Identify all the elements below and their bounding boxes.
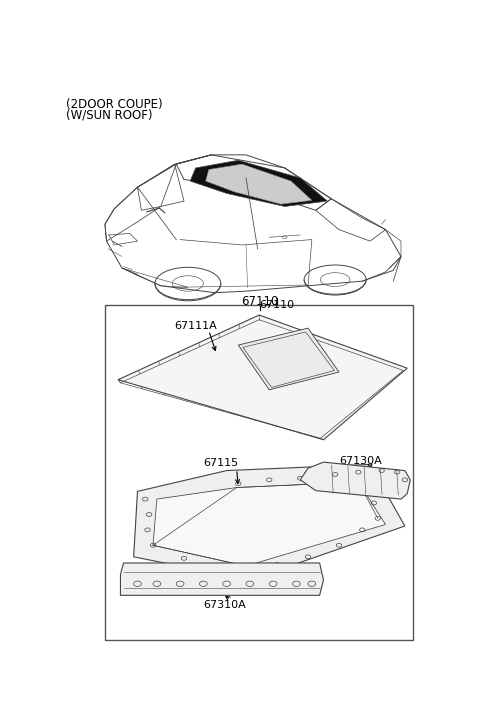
Polygon shape bbox=[238, 328, 339, 390]
Polygon shape bbox=[120, 563, 324, 595]
Text: (W/SUN ROOF): (W/SUN ROOF) bbox=[66, 109, 153, 122]
Polygon shape bbox=[190, 160, 327, 206]
Polygon shape bbox=[118, 315, 407, 440]
Text: (2DOOR COUPE): (2DOOR COUPE) bbox=[66, 98, 163, 111]
Text: 67115: 67115 bbox=[204, 458, 239, 468]
Polygon shape bbox=[300, 462, 410, 499]
Text: 67130A: 67130A bbox=[339, 457, 382, 466]
Text: 67110: 67110 bbox=[241, 295, 278, 308]
Polygon shape bbox=[133, 465, 405, 580]
Bar bbox=[105, 305, 413, 640]
Text: 67111A: 67111A bbox=[175, 321, 217, 331]
Text: 67310A: 67310A bbox=[204, 600, 246, 610]
Text: 67110: 67110 bbox=[259, 301, 295, 311]
Polygon shape bbox=[153, 482, 385, 566]
Polygon shape bbox=[206, 164, 312, 204]
